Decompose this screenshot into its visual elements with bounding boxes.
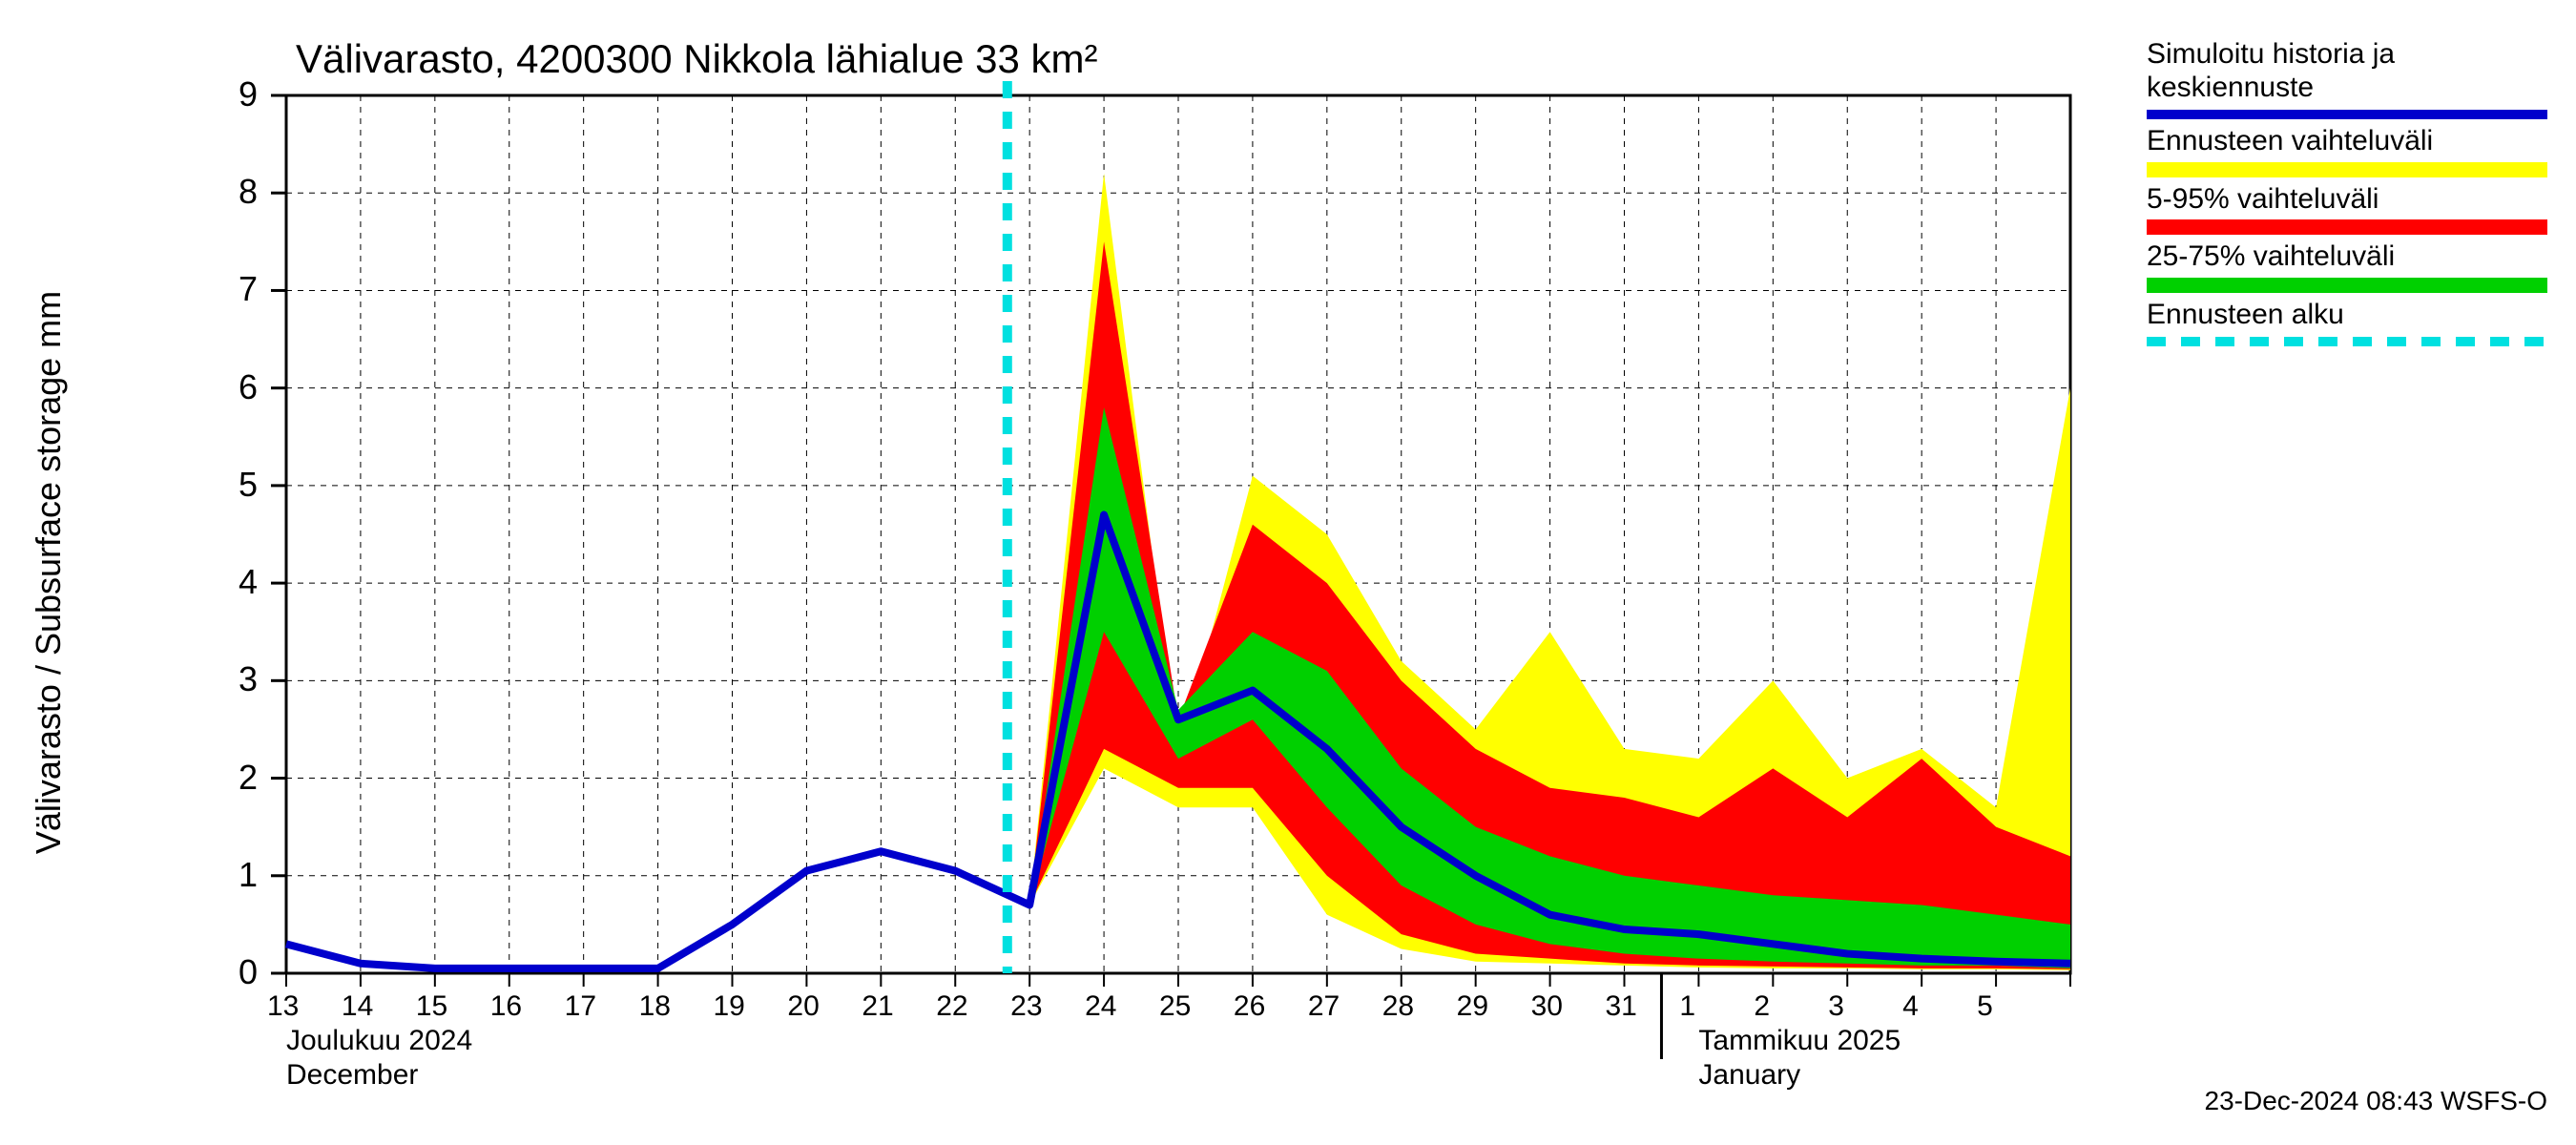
x-tick-label: 13: [267, 990, 299, 1023]
x-tick-label: 23: [1010, 990, 1042, 1023]
x-tick-label: 17: [565, 990, 596, 1023]
legend: Simuloitu historia ja keskiennuste Ennus…: [2147, 38, 2547, 352]
x-tick-label: 31: [1606, 990, 1637, 1023]
x-tick-label: 28: [1382, 990, 1414, 1023]
legend-item-history: Simuloitu historia ja keskiennuste: [2147, 38, 2547, 119]
legend-swatch: [2147, 219, 2547, 235]
chart-container: Välivarasto / Subsurface storage mm Väli…: [0, 0, 2576, 1145]
x-tick-label: 25: [1159, 990, 1191, 1023]
x-tick-label: 21: [862, 990, 893, 1023]
x-tick-label: 30: [1531, 990, 1563, 1023]
y-tick-label: 4: [200, 562, 258, 602]
x-month-label-bottom: December: [286, 1059, 418, 1092]
legend-dash-swatch: [2147, 337, 2547, 346]
legend-item-mid: 5-95% vaihteluväli: [2147, 183, 2547, 236]
x-tick-label: 18: [639, 990, 671, 1023]
x-tick-label: 2: [1754, 990, 1770, 1023]
legend-label: 25-75% vaihteluväli: [2147, 240, 2547, 274]
legend-label: Simuloitu historia ja keskiennuste: [2147, 38, 2547, 104]
y-tick-label: 1: [200, 855, 258, 895]
y-tick-label: 9: [200, 74, 258, 114]
legend-item-forecast-start: Ennusteen alku: [2147, 299, 2547, 347]
x-tick-label: 5: [1977, 990, 1993, 1023]
x-tick-label: 24: [1085, 990, 1116, 1023]
x-tick-label: 29: [1457, 990, 1488, 1023]
x-tick-label: 1: [1679, 990, 1695, 1023]
y-tick-label: 3: [200, 659, 258, 699]
y-tick-label: 2: [200, 758, 258, 798]
x-month-label-top: Joulukuu 2024: [286, 1025, 472, 1057]
y-tick-label: 6: [200, 367, 258, 407]
x-tick-label: 22: [936, 990, 967, 1023]
legend-label: 5-95% vaihteluväli: [2147, 183, 2547, 217]
x-tick-label: 16: [490, 990, 522, 1023]
y-tick-label: 5: [200, 465, 258, 505]
x-tick-label: 26: [1234, 990, 1265, 1023]
legend-item-outer: Ennusteen vaihteluväli: [2147, 125, 2547, 177]
x-month-label-top: Tammikuu 2025: [1698, 1025, 1901, 1057]
timestamp: 23-Dec-2024 08:43 WSFS-O: [2205, 1086, 2548, 1116]
x-tick-label: 15: [416, 990, 447, 1023]
y-tick-label: 8: [200, 172, 258, 212]
x-tick-label: 3: [1828, 990, 1844, 1023]
legend-label: Ennusteen alku: [2147, 299, 2547, 332]
legend-label: Ennusteen vaihteluväli: [2147, 125, 2547, 158]
x-month-label-bottom: January: [1698, 1059, 1800, 1092]
y-tick-label: 7: [200, 269, 258, 309]
legend-swatch: [2147, 162, 2547, 177]
legend-item-inner: 25-75% vaihteluväli: [2147, 240, 2547, 293]
x-tick-label: 27: [1308, 990, 1340, 1023]
x-tick-label: 19: [714, 990, 745, 1023]
x-tick-label: 20: [787, 990, 819, 1023]
legend-swatch: [2147, 278, 2547, 293]
legend-line-swatch: [2147, 110, 2547, 119]
y-tick-label: 0: [200, 952, 258, 992]
x-tick-label: 4: [1902, 990, 1919, 1023]
x-tick-label: 14: [342, 990, 373, 1023]
